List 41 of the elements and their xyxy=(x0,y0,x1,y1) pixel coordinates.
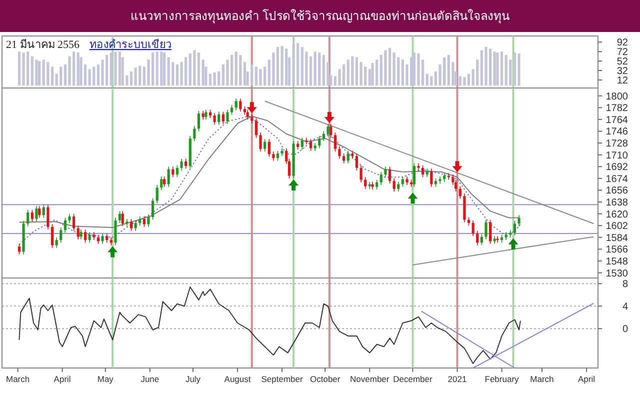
y-tick-label: 1674 xyxy=(606,174,628,185)
y-tick-label: 12 xyxy=(616,75,628,86)
y-tick-label: 1566 xyxy=(606,244,628,256)
x-tick-label: 2021 xyxy=(448,374,467,384)
y-tick-label: 32 xyxy=(616,66,628,78)
x-tick-label: October xyxy=(310,374,340,384)
annotation: ทองคำระบบเขียว xyxy=(90,38,172,51)
x-tick-label: February xyxy=(484,374,520,384)
x-tick-label: November xyxy=(350,374,390,384)
x-tick-label: December xyxy=(393,374,433,384)
y-tick-label: 1602 xyxy=(606,221,628,232)
y-tick-label: 1638 xyxy=(606,198,628,208)
x-tick-label: September xyxy=(261,374,303,384)
y-tick-label: 1800 xyxy=(606,91,628,102)
x-tick-label: April xyxy=(54,374,71,384)
x-tick-label: August xyxy=(224,374,252,384)
x-tick-label: July xyxy=(185,374,202,384)
y-tick-label: 1548 xyxy=(606,256,628,268)
y-tick-label: 1692 xyxy=(606,162,628,174)
y-tick-label: 8 xyxy=(622,279,628,290)
x-tick-label: March xyxy=(6,374,30,384)
y-tick-label: 1710 xyxy=(606,150,628,162)
y-tick-label: 4 xyxy=(622,302,628,313)
y-tick-label: 1728 xyxy=(606,138,628,150)
y-tick-label: 1746 xyxy=(606,126,628,138)
chart-subtitle: 21 มีนาคม 2556 xyxy=(6,38,80,51)
y-tick-label: 1620 xyxy=(606,209,628,220)
y-tick-label: 1530 xyxy=(606,268,628,280)
x-tick-label: April xyxy=(578,374,596,384)
y-tick-label: 92 xyxy=(616,38,628,49)
y-tick-label: 1782 xyxy=(606,103,628,114)
x-tick-label: May xyxy=(97,374,114,384)
y-tick-label: 1584 xyxy=(606,232,628,244)
x-tick-label: March xyxy=(530,374,554,384)
x-tick-label: June xyxy=(140,374,160,384)
y-tick-label: 1656 xyxy=(606,186,628,197)
y-tick-label: 52 xyxy=(616,56,628,68)
chart-title: แนวทางการลงทุนทองคำ โปรดใช้วิจารณญาณของท่านก่อนตัดสินใจลงทุน xyxy=(130,9,510,24)
y-tick-label: 0 xyxy=(622,324,628,336)
y-tick-label: 72 xyxy=(616,47,628,58)
y-tick-label: 1764 xyxy=(606,114,628,126)
